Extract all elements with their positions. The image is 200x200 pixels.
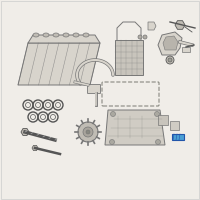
Bar <box>158 115 168 125</box>
Polygon shape <box>158 32 182 55</box>
Ellipse shape <box>63 33 69 37</box>
Ellipse shape <box>33 33 39 37</box>
Polygon shape <box>21 129 29 135</box>
Ellipse shape <box>73 33 79 37</box>
Polygon shape <box>163 36 178 50</box>
Ellipse shape <box>83 33 89 37</box>
Bar <box>182 47 190 52</box>
Ellipse shape <box>43 33 49 37</box>
Circle shape <box>138 35 142 39</box>
Circle shape <box>168 58 172 62</box>
Circle shape <box>110 140 114 144</box>
Circle shape <box>166 56 174 64</box>
Bar <box>115 40 143 75</box>
Polygon shape <box>28 35 100 43</box>
Bar <box>172 134 184 140</box>
Circle shape <box>154 112 160 116</box>
Circle shape <box>86 130 90 134</box>
Polygon shape <box>32 145 38 151</box>
Ellipse shape <box>53 33 59 37</box>
Circle shape <box>83 127 93 137</box>
FancyBboxPatch shape <box>88 84 101 94</box>
Polygon shape <box>148 22 156 30</box>
Circle shape <box>78 122 98 142</box>
Circle shape <box>156 140 160 144</box>
Circle shape <box>110 112 116 116</box>
Polygon shape <box>18 43 100 85</box>
Polygon shape <box>175 21 185 29</box>
Polygon shape <box>105 110 165 145</box>
Circle shape <box>143 35 147 39</box>
Bar <box>170 121 179 130</box>
